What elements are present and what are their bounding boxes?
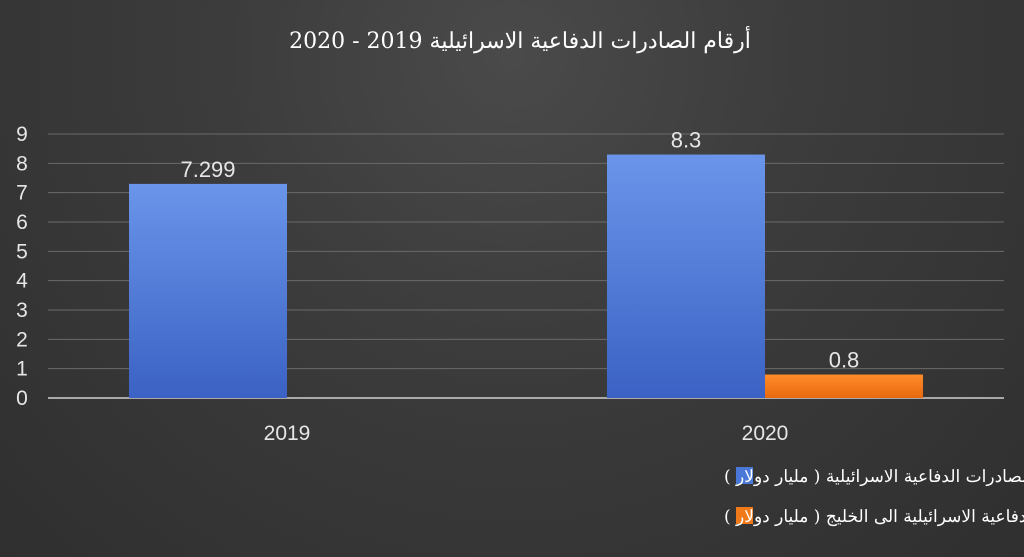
y-tick-label: 2	[16, 328, 28, 351]
bar-gulf-2020	[765, 374, 923, 398]
bar-total-2019	[129, 183, 287, 398]
legend-label: الصادرات الدفاعية الاسرائيلية الى الخليج…	[724, 507, 1024, 527]
y-tick-label: 8	[16, 152, 28, 175]
y-tick-label: 7	[16, 182, 28, 205]
x-axis-labels: 2019 2020	[264, 422, 789, 445]
y-tick-label: 6	[16, 211, 28, 234]
legend-swatch	[736, 467, 753, 484]
data-label: 8.3	[671, 128, 702, 153]
legend: إجمالي الصادرات الدفاعية الاسرائيلية ( م…	[724, 467, 1024, 527]
y-tick-label: 0	[16, 387, 28, 410]
data-label: 7.299	[180, 157, 235, 182]
y-tick-label: 9	[16, 123, 28, 146]
bar-total-2020	[607, 154, 765, 398]
x-category-label: 2019	[264, 422, 311, 445]
y-tick-label: 1	[16, 358, 28, 381]
bars	[129, 154, 923, 398]
legend-swatch	[736, 507, 753, 524]
y-tick-label: 5	[16, 240, 28, 263]
x-category-label: 2020	[742, 422, 789, 445]
chart-title: أرقام الصادرات الدفاعية الاسرائيلية 2019…	[289, 25, 751, 54]
data-labels: 7.299 8.3 0.8	[180, 128, 859, 373]
y-tick-label: 4	[16, 270, 28, 293]
y-tick-label: 3	[16, 299, 28, 322]
legend-label: إجمالي الصادرات الدفاعية الاسرائيلية ( م…	[724, 467, 1024, 487]
data-label: 0.8	[829, 348, 860, 373]
y-axis-ticks: 0 1 2 3 4 5 6 7 8 9	[16, 123, 28, 410]
